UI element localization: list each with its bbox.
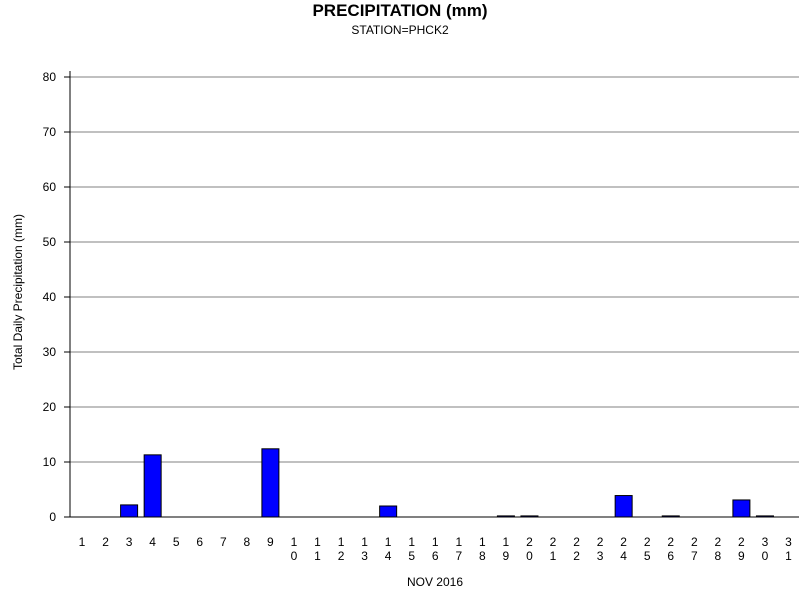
y-tick-label: 50: [43, 235, 57, 249]
bar: [120, 504, 139, 518]
bar: [520, 515, 539, 518]
x-axis-label: NOV 2016: [407, 575, 463, 589]
x-tick-label: 8: [244, 535, 251, 549]
bar-series: [120, 448, 774, 518]
y-tick-label: 20: [43, 400, 57, 414]
bar: [755, 515, 774, 518]
x-tick-label: 5: [173, 535, 180, 549]
chart-title: PRECIPITATION (mm): [312, 1, 488, 20]
y-tick-label: 70: [43, 125, 57, 139]
bar: [496, 515, 515, 518]
y-tick-label: 10: [43, 455, 57, 469]
x-tick-label: 1: [79, 535, 86, 549]
x-tick-label: 3: [126, 535, 133, 549]
y-tick-label: 60: [43, 180, 57, 194]
x-tick-label: 7: [220, 535, 227, 549]
x-tick-labels: 1 2 3 4 5 6 7 8 9 1 01 11 21 31 41 51 61 71 81 92 02 12 22 32 42…: [79, 535, 793, 563]
bar: [732, 499, 751, 518]
y-tick-label: 40: [43, 290, 57, 304]
grid-lines: [70, 76, 799, 518]
bar: [379, 505, 398, 518]
y-tick-label: 30: [43, 345, 57, 359]
bar: [261, 448, 280, 518]
bar: [143, 454, 162, 518]
bar: [661, 515, 680, 518]
x-tick-label: 9: [267, 535, 274, 549]
y-tick-label: 80: [43, 70, 57, 84]
y-tick-label: 0: [49, 510, 56, 524]
y-tick-labels: 0 10 20 30 40 50 60 70 80: [43, 70, 70, 524]
bar: [614, 495, 633, 518]
x-tick-label: 6: [196, 535, 203, 549]
chart-subtitle: STATION=PHCK2: [351, 23, 449, 37]
x-tick-label: 2: [102, 535, 109, 549]
y-axis-label: Total Daily Precipitation (mm): [11, 214, 25, 370]
x-tick-label: 4: [149, 535, 156, 549]
